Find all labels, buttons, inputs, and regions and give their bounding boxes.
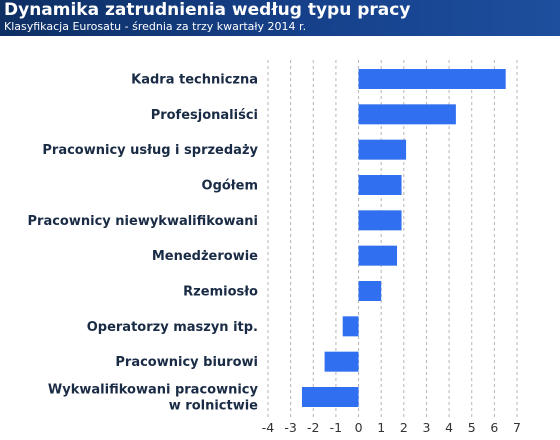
x-tick-label: -1 [330,420,342,435]
bar [324,351,359,372]
category-label: Pracownicy niewykwalifikowani [28,214,258,229]
category-label: Pracownicy biurowi [115,355,258,370]
category-label: Wykwalifikowani pracownicy [48,383,259,398]
chart-title: Dynamika zatrudnienia według typu pracy [4,0,411,20]
bar [301,387,359,407]
category-label: Rzemiosło [183,285,258,300]
x-tick-label: 4 [445,420,453,435]
bar [358,175,402,195]
x-tick-label: 3 [422,420,430,435]
x-tick-label: 1 [377,420,385,435]
category-label: w rolnictwie [169,399,258,414]
category-label: Menedżerowie [152,249,258,264]
bar [342,316,359,337]
x-tick-label: -4 [262,420,275,435]
bars [301,69,506,407]
bar [358,69,506,89]
x-tick-label: 0 [355,420,363,435]
x-tick-label: 5 [468,420,476,435]
bar [358,245,398,266]
x-tick-label: 7 [513,420,521,435]
x-tick-label: 6 [490,420,498,435]
category-label: Profesjonaliści [151,108,258,123]
category-label: Kadra techniczna [131,73,258,88]
x-tick-label: -2 [307,420,319,435]
bar [358,104,456,125]
bar-chart: Kadra techniczna Profesjonaliści Pracownic… [28,60,521,435]
bar [358,139,407,160]
chart-header: Dynamika zatrudnienia według typu pracy … [0,0,560,36]
category-label: Ogółem [202,179,258,194]
category-label: Pracownicy usług i sprzedaży [42,143,258,158]
bar [358,210,402,231]
bar [358,281,382,301]
chart-subtitle: Klasyfikacja Eurosatu - średnia za trzy … [4,20,307,33]
x-tick-label: 2 [400,420,408,435]
category-labels: Kadra techniczna Profesjonaliści Pracownic… [28,73,259,414]
category-label: Operatorzy maszyn itp. [87,320,258,335]
x-axis-ticks: -4 -3 -2 -1 0 1 2 3 4 5 6 7 [262,420,521,435]
x-tick-label: -3 [284,420,296,435]
